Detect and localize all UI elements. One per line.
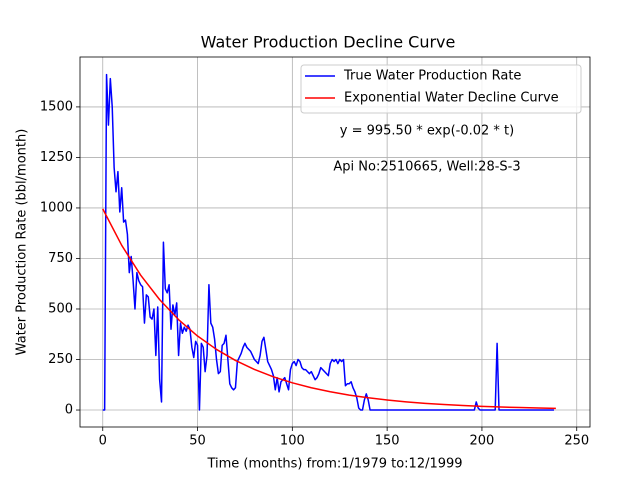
x-tick-label: 0 bbox=[99, 434, 107, 449]
y-tick-label: 1250 bbox=[40, 150, 73, 165]
legend-label: Exponential Water Decline Curve bbox=[344, 91, 559, 106]
x-tick-label: 200 bbox=[470, 434, 495, 449]
x-tick-label: 100 bbox=[280, 434, 305, 449]
legend-label: True Water Production Rate bbox=[343, 69, 521, 84]
annotation: y = 995.50 * exp(-0.02 * t) bbox=[340, 124, 514, 139]
chart-title: Water Production Decline Curve bbox=[201, 33, 456, 52]
x-tick-label: 250 bbox=[564, 434, 589, 449]
y-tick-label: 1000 bbox=[40, 200, 73, 215]
data-line bbox=[102, 73, 554, 411]
y-tick-label: 750 bbox=[48, 251, 73, 266]
x-tick-label: 150 bbox=[375, 434, 400, 449]
data-line bbox=[102, 208, 556, 410]
y-tick-label: 0 bbox=[65, 403, 73, 418]
y-axis-label: Water Production Rate (bbl/month) bbox=[15, 129, 30, 356]
x-tick-label: 50 bbox=[189, 434, 206, 449]
y-tick-label: 500 bbox=[48, 301, 73, 316]
x-axis-label: Time (months) from:1/1979 to:12/1999 bbox=[206, 457, 462, 472]
y-tick-label: 250 bbox=[48, 352, 73, 367]
annotation: Api No:2510665, Well:28-S-3 bbox=[333, 160, 520, 175]
legend-box bbox=[300, 64, 582, 114]
legend: True Water Production Rate Exponential Wa… bbox=[300, 64, 582, 114]
y-tick-label: 1500 bbox=[40, 99, 73, 114]
axes-frame bbox=[79, 56, 591, 428]
